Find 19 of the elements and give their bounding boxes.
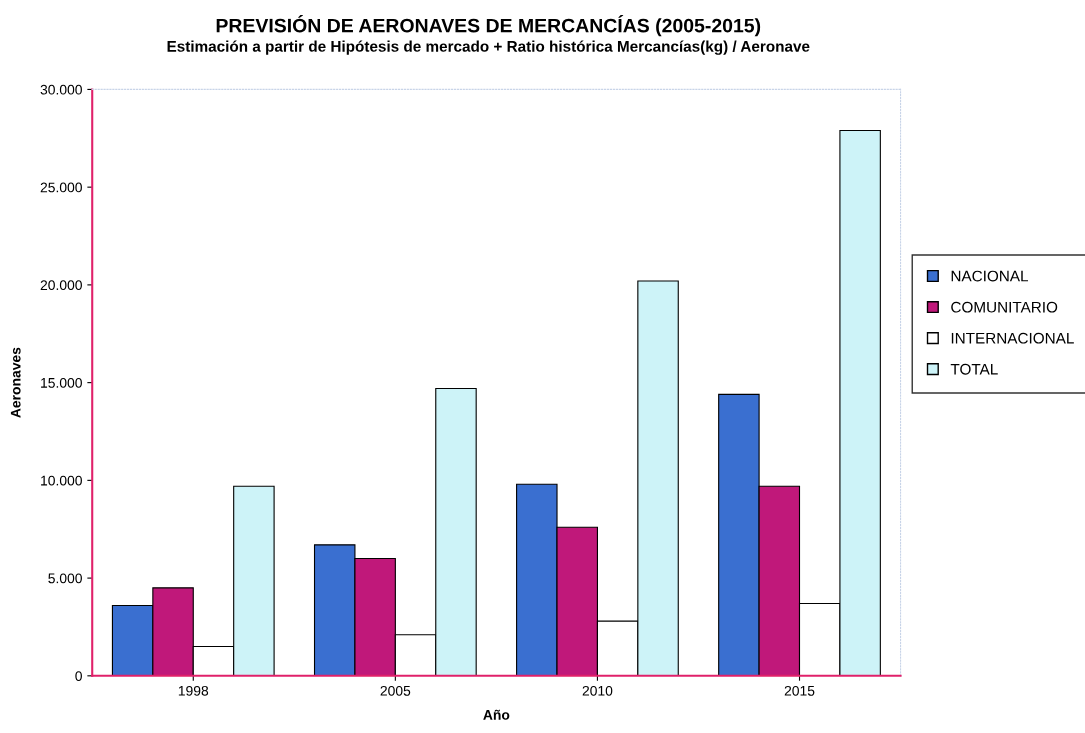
x-tick-label: 2015 [784,685,815,696]
legend-label: NACIONAL [951,270,1029,282]
y-tick-label: 30.000 [40,84,82,95]
legend-label: INTERNACIONAL [951,332,1074,344]
y-tick-label: 25.000 [40,182,82,193]
legend-label: COMUNITARIO [951,301,1058,313]
x-tick-label: 1998 [178,685,209,696]
x-tick-label: 2005 [380,685,411,696]
y-tick-label: 10.000 [41,475,82,486]
x-axis-title: Año [483,709,510,720]
chart-subtitle: Estimación a partir de Hipótesis de mercado + Ratio histórica Mercancías(kg) / Aeronave [167,40,810,55]
chart-title: PREVISIÓN DE AERONAVES DE MERCANCÍAS (2005-2015) [216,15,761,37]
legend-label: TOTAL [950,363,998,375]
y-tick-label: 0 [75,671,82,681]
y-tick-label: 5.000 [48,573,82,584]
y-tick-label: 20.000 [40,280,82,291]
y-tick-label: 15.000 [41,377,82,388]
x-tick-label: 2010 [582,685,613,696]
y-axis-title: Aeronaves [10,347,21,418]
